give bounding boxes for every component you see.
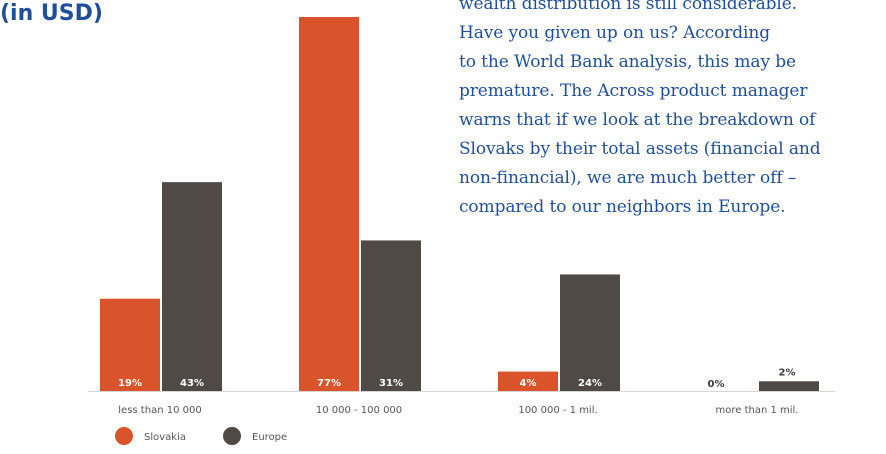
- europe-bar: [162, 182, 222, 391]
- europe-value-label: 31%: [379, 378, 403, 389]
- slovakia-value-label: 4%: [520, 378, 537, 389]
- europe-bar: [361, 240, 421, 391]
- article-line: to the World Bank analysis, this may be: [459, 52, 797, 72]
- x-axis-category-label: 10 000 - 100 000: [316, 405, 402, 416]
- slovakia-bar: [100, 298, 160, 391]
- slovakia-bar: [299, 17, 359, 391]
- europe-value-label: 24%: [578, 378, 602, 389]
- legend-marker-europe: [223, 427, 241, 445]
- slovakia-value-label: 0%: [708, 379, 725, 390]
- article-line: Have you given up on us? According: [459, 23, 771, 43]
- article-line: wealth distribution is still considerabl…: [459, 0, 797, 14]
- article-line: warns that if we look at the breakdown o…: [459, 110, 816, 130]
- legend-label-slovakia: Slovakia: [144, 432, 186, 443]
- slovakia-bar: [498, 371, 558, 391]
- article-line: compared to our neighbors in Europe.: [459, 197, 786, 217]
- europe-bar: [560, 274, 620, 391]
- chart-heading-fragment: (in USD): [0, 1, 103, 26]
- x-axis-category-label: less than 10 000: [118, 405, 201, 416]
- legend-label-europe: Europe: [252, 432, 287, 443]
- chart-legend: Slovakia Europe: [115, 427, 287, 445]
- article-line: Slovaks by their total assets (financial…: [459, 139, 821, 159]
- x-axis-category-label: 100 000 - 1 mil.: [518, 405, 597, 416]
- x-axis-category-label: more than 1 mil.: [715, 405, 798, 416]
- legend-marker-slovakia: [115, 427, 133, 445]
- slovakia-value-label: 77%: [317, 378, 341, 389]
- europe-value-label: 2%: [779, 367, 796, 378]
- slovakia-value-label: 19%: [118, 378, 142, 389]
- europe-value-label: 43%: [180, 378, 204, 389]
- article-line: non-financial), we are much better off –: [459, 168, 797, 188]
- article-text-block: wealth distribution is still considerabl…: [459, 0, 886, 222]
- article-line: premature. The Across product manager: [459, 81, 808, 101]
- europe-bar: [759, 381, 819, 391]
